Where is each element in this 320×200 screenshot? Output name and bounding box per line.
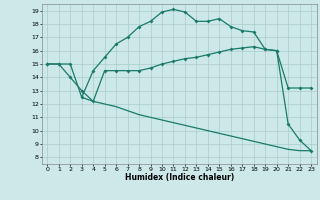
X-axis label: Humidex (Indice chaleur): Humidex (Indice chaleur) bbox=[124, 173, 234, 182]
